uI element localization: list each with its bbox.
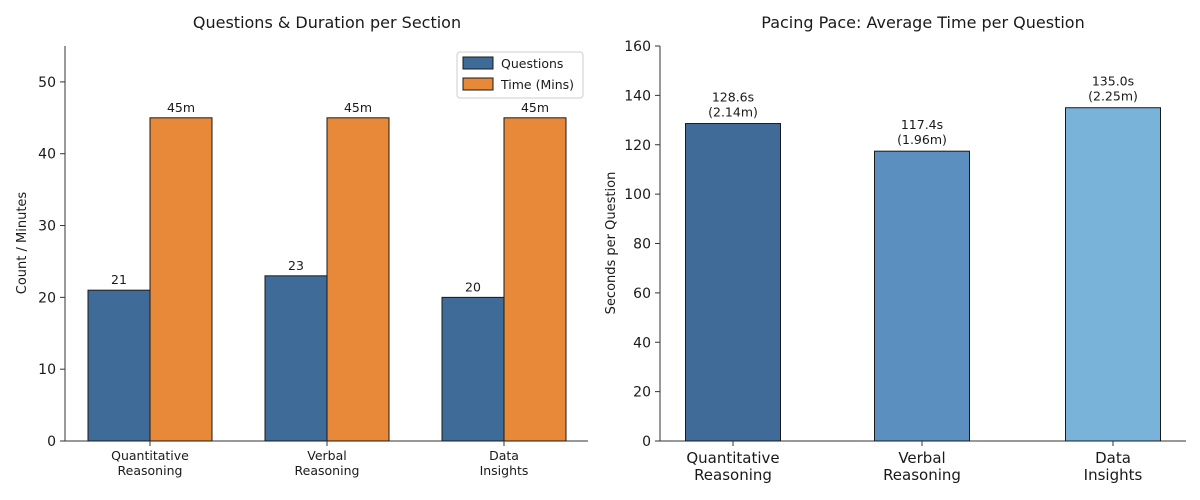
y-tick-label: 140 <box>624 88 651 104</box>
data-label: 45m <box>344 100 372 115</box>
y-tick-label: 40 <box>38 147 56 163</box>
bar-time <box>326 117 390 442</box>
y-tick-label: 40 <box>633 335 651 351</box>
x-tick-label: Quantitative <box>686 449 779 467</box>
x-tick-label: Insights <box>1084 466 1143 484</box>
y-tick-label: 120 <box>624 138 651 154</box>
x-tick-label: Reasoning <box>118 463 183 478</box>
y-tick-label: 100 <box>624 187 651 203</box>
y-tick-label: 20 <box>38 290 56 306</box>
y-tick-label: 10 <box>38 362 56 378</box>
y-tick-label: 80 <box>633 237 651 253</box>
legend-swatch <box>462 77 494 91</box>
bar-seconds-per-question <box>685 123 781 442</box>
x-tick-label: Reasoning <box>295 463 360 478</box>
bar-seconds-per-question <box>874 150 970 442</box>
x-tick-label: Quantitative <box>111 448 189 463</box>
data-label: (2.14m) <box>708 105 758 120</box>
data-label: 135.0s <box>1092 74 1134 89</box>
y-tick-label: 30 <box>38 219 56 235</box>
y-tick-label: 0 <box>47 434 56 450</box>
questions-duration-chart: Questions & Duration per Section Count /… <box>15 13 588 478</box>
data-label: 45m <box>521 100 549 115</box>
legend-label: Time (Mins) <box>500 77 574 92</box>
y-tick-label: 20 <box>633 385 651 401</box>
data-label: (1.96m) <box>897 132 947 147</box>
x-tick-label: Insights <box>480 463 529 478</box>
data-label: 23 <box>288 258 304 273</box>
y-tick-label: 160 <box>624 39 651 55</box>
x-tick-label: Reasoning <box>883 466 961 484</box>
data-label: (2.25m) <box>1088 89 1138 104</box>
x-tick-label: Data <box>489 448 519 463</box>
legend: Questions Time (Mins) <box>456 51 584 99</box>
x-tick-label: Reasoning <box>694 466 772 484</box>
bar-questions <box>264 275 328 442</box>
y-axis-label: Count / Minutes <box>15 192 30 295</box>
chart-title: Pacing Pace: Average Time per Question <box>761 13 1084 32</box>
bar-questions <box>87 289 151 442</box>
x-tick-label: Verbal <box>307 448 346 463</box>
data-label: 21 <box>111 272 127 287</box>
bar-time <box>149 117 213 442</box>
y-tick-label: 60 <box>633 286 651 302</box>
x-tick-label: Data <box>1095 449 1131 467</box>
y-axis-label: Seconds per Question <box>604 172 619 315</box>
bar-time <box>503 117 567 442</box>
legend-label: Questions <box>501 56 563 71</box>
y-tick-label: 50 <box>38 75 56 91</box>
data-label: 117.4s <box>901 117 943 132</box>
x-tick-label: Verbal <box>898 449 945 467</box>
chart-title: Questions & Duration per Section <box>193 13 461 32</box>
legend-swatch <box>462 56 494 70</box>
bar-questions <box>441 296 505 442</box>
data-label: 128.6s <box>712 90 754 105</box>
bar-seconds-per-question <box>1065 107 1161 442</box>
pacing-chart: Pacing Pace: Average Time per Question S… <box>604 13 1186 484</box>
data-label: 20 <box>465 279 481 294</box>
y-tick-label: 0 <box>642 434 651 450</box>
data-label: 45m <box>167 100 195 115</box>
